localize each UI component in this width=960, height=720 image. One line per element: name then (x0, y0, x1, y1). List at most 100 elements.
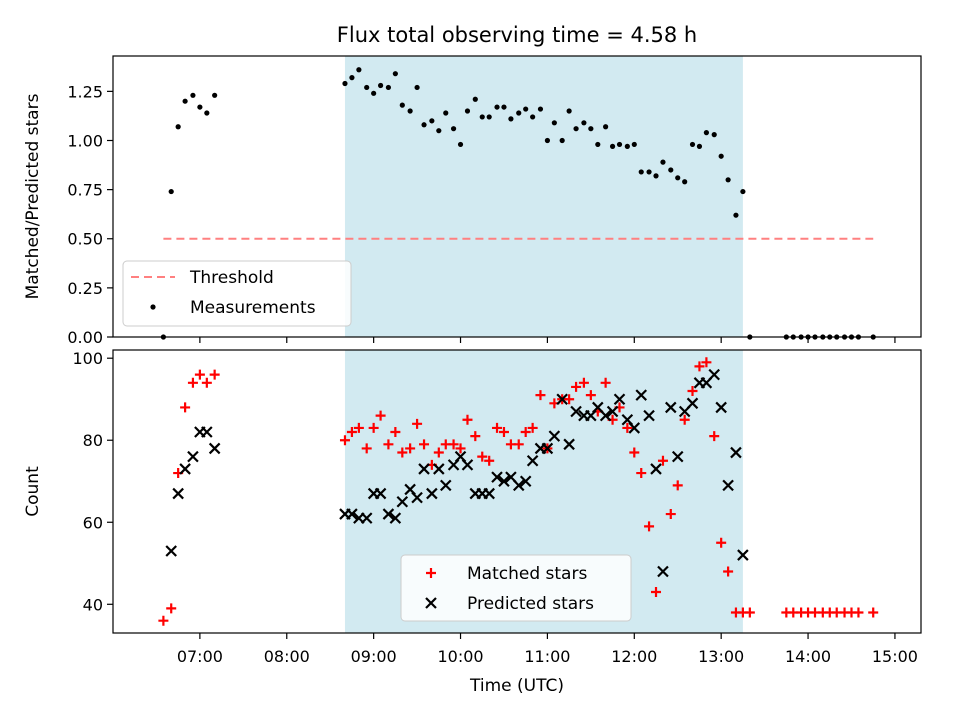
measurement-point (421, 122, 427, 128)
measurement-point (682, 179, 688, 185)
measurement-point (197, 104, 203, 110)
predicted-point (715, 401, 727, 414)
matched-point (166, 603, 177, 614)
measurement-point (342, 80, 348, 87)
predicted-point (665, 401, 677, 414)
predicted-point (737, 549, 749, 561)
matched-point (339, 435, 350, 446)
x-tick-label: 09:00 (351, 647, 397, 666)
measurement-point (689, 141, 696, 148)
predicted-point (346, 508, 358, 520)
measurement-point (668, 167, 674, 173)
matched-point (520, 427, 531, 438)
predicted-point (628, 422, 641, 434)
x-axis-label: Time (UTC) (469, 676, 564, 696)
measurement-point (168, 188, 174, 195)
measurement-point (544, 137, 551, 144)
measurement-point (371, 90, 377, 96)
predicted-point (548, 430, 561, 442)
x-tick-label: 07:00 (177, 647, 223, 666)
matched-point (477, 451, 488, 462)
predicted-point (491, 471, 503, 483)
measurement-point (182, 98, 188, 104)
predicted-point (606, 405, 619, 418)
y-tick-label: 100 (72, 349, 103, 368)
y-axis-label: Matched/Predicted stars (23, 93, 43, 299)
predicted-point (418, 463, 430, 475)
predicted-point (396, 495, 409, 508)
y-tick-label: 60 (83, 513, 103, 532)
x-tick-label: 14:00 (785, 647, 831, 666)
matched-point (868, 607, 879, 618)
predicted-point (439, 479, 452, 492)
measurement-point (660, 159, 666, 165)
ratio-panel: 0.00 0.25 0.50 0.75 1.00 1.25 Matched/Predicte… (23, 55, 922, 347)
measurement-point (429, 118, 435, 124)
predicted-point (461, 459, 474, 471)
predicted-point (643, 409, 655, 422)
matched-point (744, 607, 755, 618)
matched-point (600, 377, 611, 388)
y-tick-label: 1.00 (67, 131, 103, 150)
predicted-point (360, 512, 373, 524)
matched-point (644, 521, 655, 532)
measurement-point (638, 169, 644, 175)
predicted-point (426, 487, 438, 500)
matched-point (578, 377, 589, 388)
measurement-point (566, 108, 572, 114)
matched-point (651, 586, 662, 597)
chart-title: Flux total observing time = 4.58 h (337, 23, 697, 47)
matched-point (383, 439, 394, 450)
y-axis-label: Count (23, 466, 43, 517)
predicted-point (498, 475, 510, 488)
matched-point (694, 361, 705, 372)
predicted-point (570, 405, 582, 418)
legend-box (122, 260, 352, 327)
measurement-point (551, 120, 557, 126)
matched-point (397, 447, 408, 458)
matched-point (853, 607, 864, 618)
measurement-point (530, 114, 536, 120)
measurement-point (443, 110, 449, 116)
measurement-point (675, 175, 681, 181)
measurement-point (486, 114, 492, 120)
measurement-point (464, 108, 471, 114)
matched-point (527, 422, 538, 433)
matched-point (716, 537, 727, 548)
matched-point (187, 377, 198, 388)
x-tick-label: 11:00 (524, 647, 570, 666)
x-tick-label: 10:00 (437, 647, 483, 666)
measurement-point (436, 128, 442, 134)
measurement-point (711, 132, 717, 138)
measurement-point (581, 120, 587, 126)
matched-point (657, 455, 668, 466)
legend-bottom: Matched stars Predicted stars (400, 554, 632, 622)
measurement-point (356, 67, 362, 73)
predicted-point (187, 450, 199, 463)
predicted-point (730, 446, 742, 459)
measurement-point (407, 108, 413, 114)
legend-matched-swatch (426, 568, 436, 578)
measurement-point (204, 110, 210, 116)
legend-measurements-swatch (150, 304, 156, 310)
measurement-point (653, 173, 659, 179)
measurement-point (508, 116, 514, 122)
measurement-point (573, 126, 579, 132)
measurement-point (190, 92, 196, 98)
matched-point (353, 422, 364, 433)
matched-point (209, 369, 220, 380)
matched-point (462, 414, 473, 425)
matched-point (498, 427, 509, 438)
matched-point (390, 427, 401, 438)
plot-frame (112, 349, 922, 634)
x-tick-label: 12:00 (611, 647, 657, 666)
measurement-point (377, 82, 384, 89)
y-tick-label: 0.75 (67, 181, 103, 200)
predicted-point (519, 475, 532, 488)
x-tick-label: 13:00 (698, 647, 744, 666)
legend-matched-label: Matched stars (467, 564, 587, 584)
legend-measurements-label: Measurements (190, 298, 316, 318)
matched-point (535, 390, 546, 401)
predicted-point (374, 487, 387, 500)
x-tick-label: 15:00 (872, 647, 918, 666)
